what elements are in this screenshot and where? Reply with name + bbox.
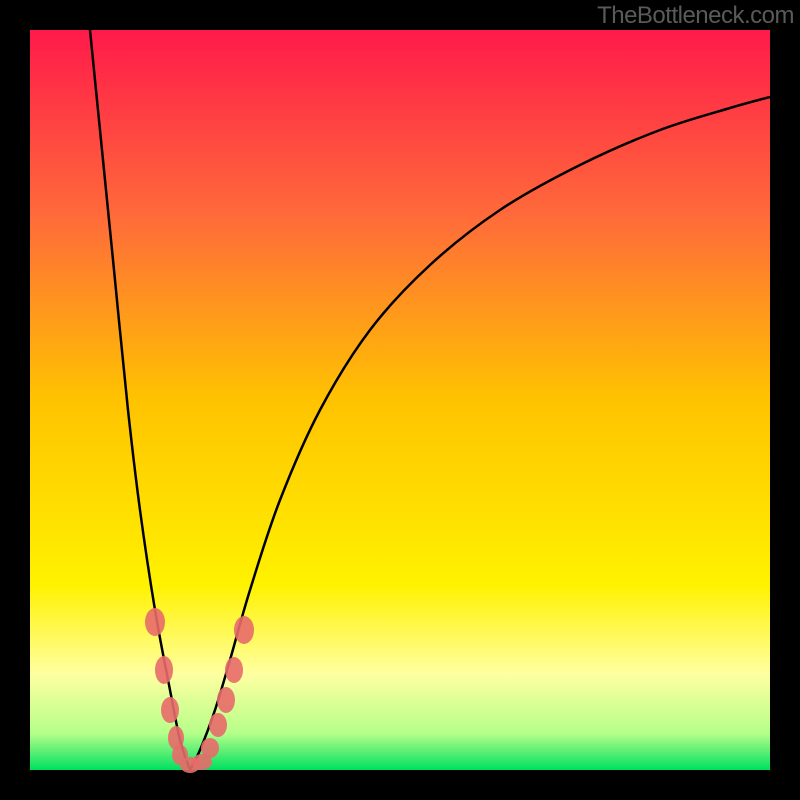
plot-area: [30, 30, 770, 770]
marker-point: [201, 738, 219, 758]
marker-point: [217, 687, 235, 713]
bottleneck-curve-svg: [30, 30, 770, 770]
chart-frame: TheBottleneck.com: [0, 0, 800, 800]
curve-right-branch: [190, 97, 770, 770]
marker-point: [155, 656, 173, 684]
marker-point: [225, 657, 243, 683]
marker-point: [234, 616, 254, 644]
marker-point: [209, 713, 227, 737]
marker-point: [145, 608, 165, 636]
curve-left-branch: [90, 30, 190, 770]
watermark-text: TheBottleneck.com: [597, 2, 794, 30]
marker-point: [161, 697, 179, 723]
